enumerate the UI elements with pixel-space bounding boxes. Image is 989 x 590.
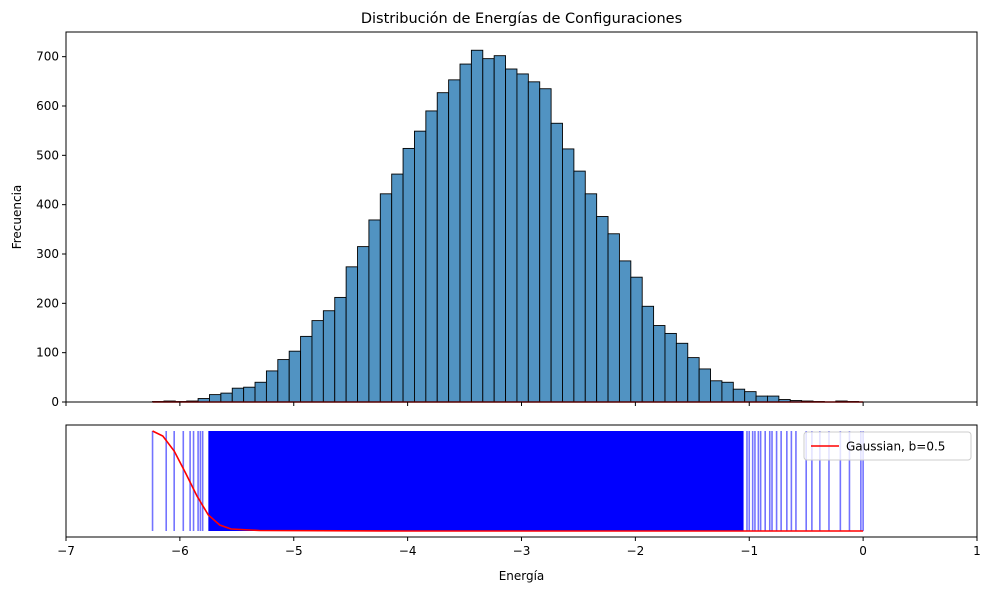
legend-label: Gaussian, b=0.5 (846, 440, 945, 454)
histogram-bar (527, 81, 541, 403)
x-tick-label: −3 (513, 544, 531, 558)
x-tick-label: −4 (399, 544, 417, 558)
histogram-bar (596, 216, 609, 403)
rug-dense-block (208, 431, 744, 531)
gaussian-line (152, 430, 864, 532)
histogram-bar (220, 392, 233, 403)
histogram-panel: 0 100 200 300 400 500 600 700 (36, 31, 978, 409)
histogram-bar (254, 381, 267, 403)
histogram-bar (322, 310, 336, 403)
histogram-bar (414, 130, 427, 403)
histogram-bar (300, 335, 313, 403)
x-tick-label: −1 (740, 544, 758, 558)
histogram-bar (698, 368, 711, 403)
histogram-bar (379, 193, 393, 403)
y-tick-label: 300 (36, 247, 59, 261)
histogram-bar (243, 386, 256, 403)
x-tick-label: −7 (57, 544, 75, 558)
histogram-bar (345, 266, 358, 403)
histogram-bar (675, 342, 689, 403)
legend: Gaussian, b=0.5 (803, 431, 972, 461)
y-tick-label: 500 (36, 148, 59, 162)
histogram-bar (550, 122, 563, 403)
x-tick-label: 0 (859, 544, 867, 558)
histogram-bar (687, 357, 700, 403)
histogram-bar (470, 49, 484, 403)
histogram-bar (288, 350, 302, 403)
legend-box (803, 431, 972, 461)
histogram-bar (653, 325, 666, 403)
histogram-bar (755, 395, 768, 403)
histogram-bar (231, 387, 245, 403)
x-tick-label: −2 (627, 544, 645, 558)
y-axis-title: Frecuencia (10, 185, 24, 250)
x-axis-title: Energía (499, 569, 545, 583)
histogram-bar (573, 170, 586, 403)
y-tick-label: 600 (36, 99, 59, 113)
histogram-bar (664, 332, 677, 403)
histogram-bar (584, 193, 598, 403)
histogram-bar (618, 260, 632, 403)
histogram-bar (607, 233, 620, 403)
histogram-bar (641, 305, 655, 403)
histogram-bar (562, 148, 575, 403)
histogram-bar (767, 395, 780, 403)
histogram-bar (311, 320, 324, 403)
histogram-bar (505, 68, 518, 403)
chart-title: Distribución de Energías de Configuracio… (361, 11, 682, 27)
histogram-bar (448, 79, 461, 403)
histogram-bar (710, 380, 723, 403)
histogram-bar (277, 359, 290, 403)
y-tick-label: 400 (36, 198, 59, 212)
y-tick-label: 0 (51, 395, 59, 409)
histogram-bar (368, 219, 381, 403)
y-tick-label: 700 (36, 50, 59, 64)
y-tick-label: 100 (36, 346, 59, 360)
rug-panel: −7 −6 −5 −4 −3 −2 −1 0 1 Gaussian, b=0.5 (57, 424, 981, 558)
histogram-bar (721, 381, 734, 403)
histogram-bar (265, 370, 279, 403)
x-tick-label: 1 (973, 544, 981, 558)
histogram-bar (732, 388, 746, 403)
histogram-bar (436, 92, 450, 403)
histogram-bar (482, 58, 495, 403)
histogram-bar (334, 296, 347, 403)
y-tick-label: 200 (36, 296, 59, 310)
histogram-bar (493, 55, 507, 403)
x-tick-label: −6 (171, 544, 189, 558)
histogram-bar (402, 147, 415, 403)
histogram-bar (539, 88, 552, 403)
histogram-bar (744, 391, 757, 403)
x-tick-label: −5 (285, 544, 303, 558)
histogram-bar (357, 246, 370, 403)
histogram-bar (209, 394, 222, 403)
histogram-bar (459, 63, 472, 403)
histogram-bar (391, 173, 404, 403)
histogram-bar (630, 276, 643, 403)
histogram-bar (425, 110, 438, 403)
histogram-bar (516, 73, 529, 403)
